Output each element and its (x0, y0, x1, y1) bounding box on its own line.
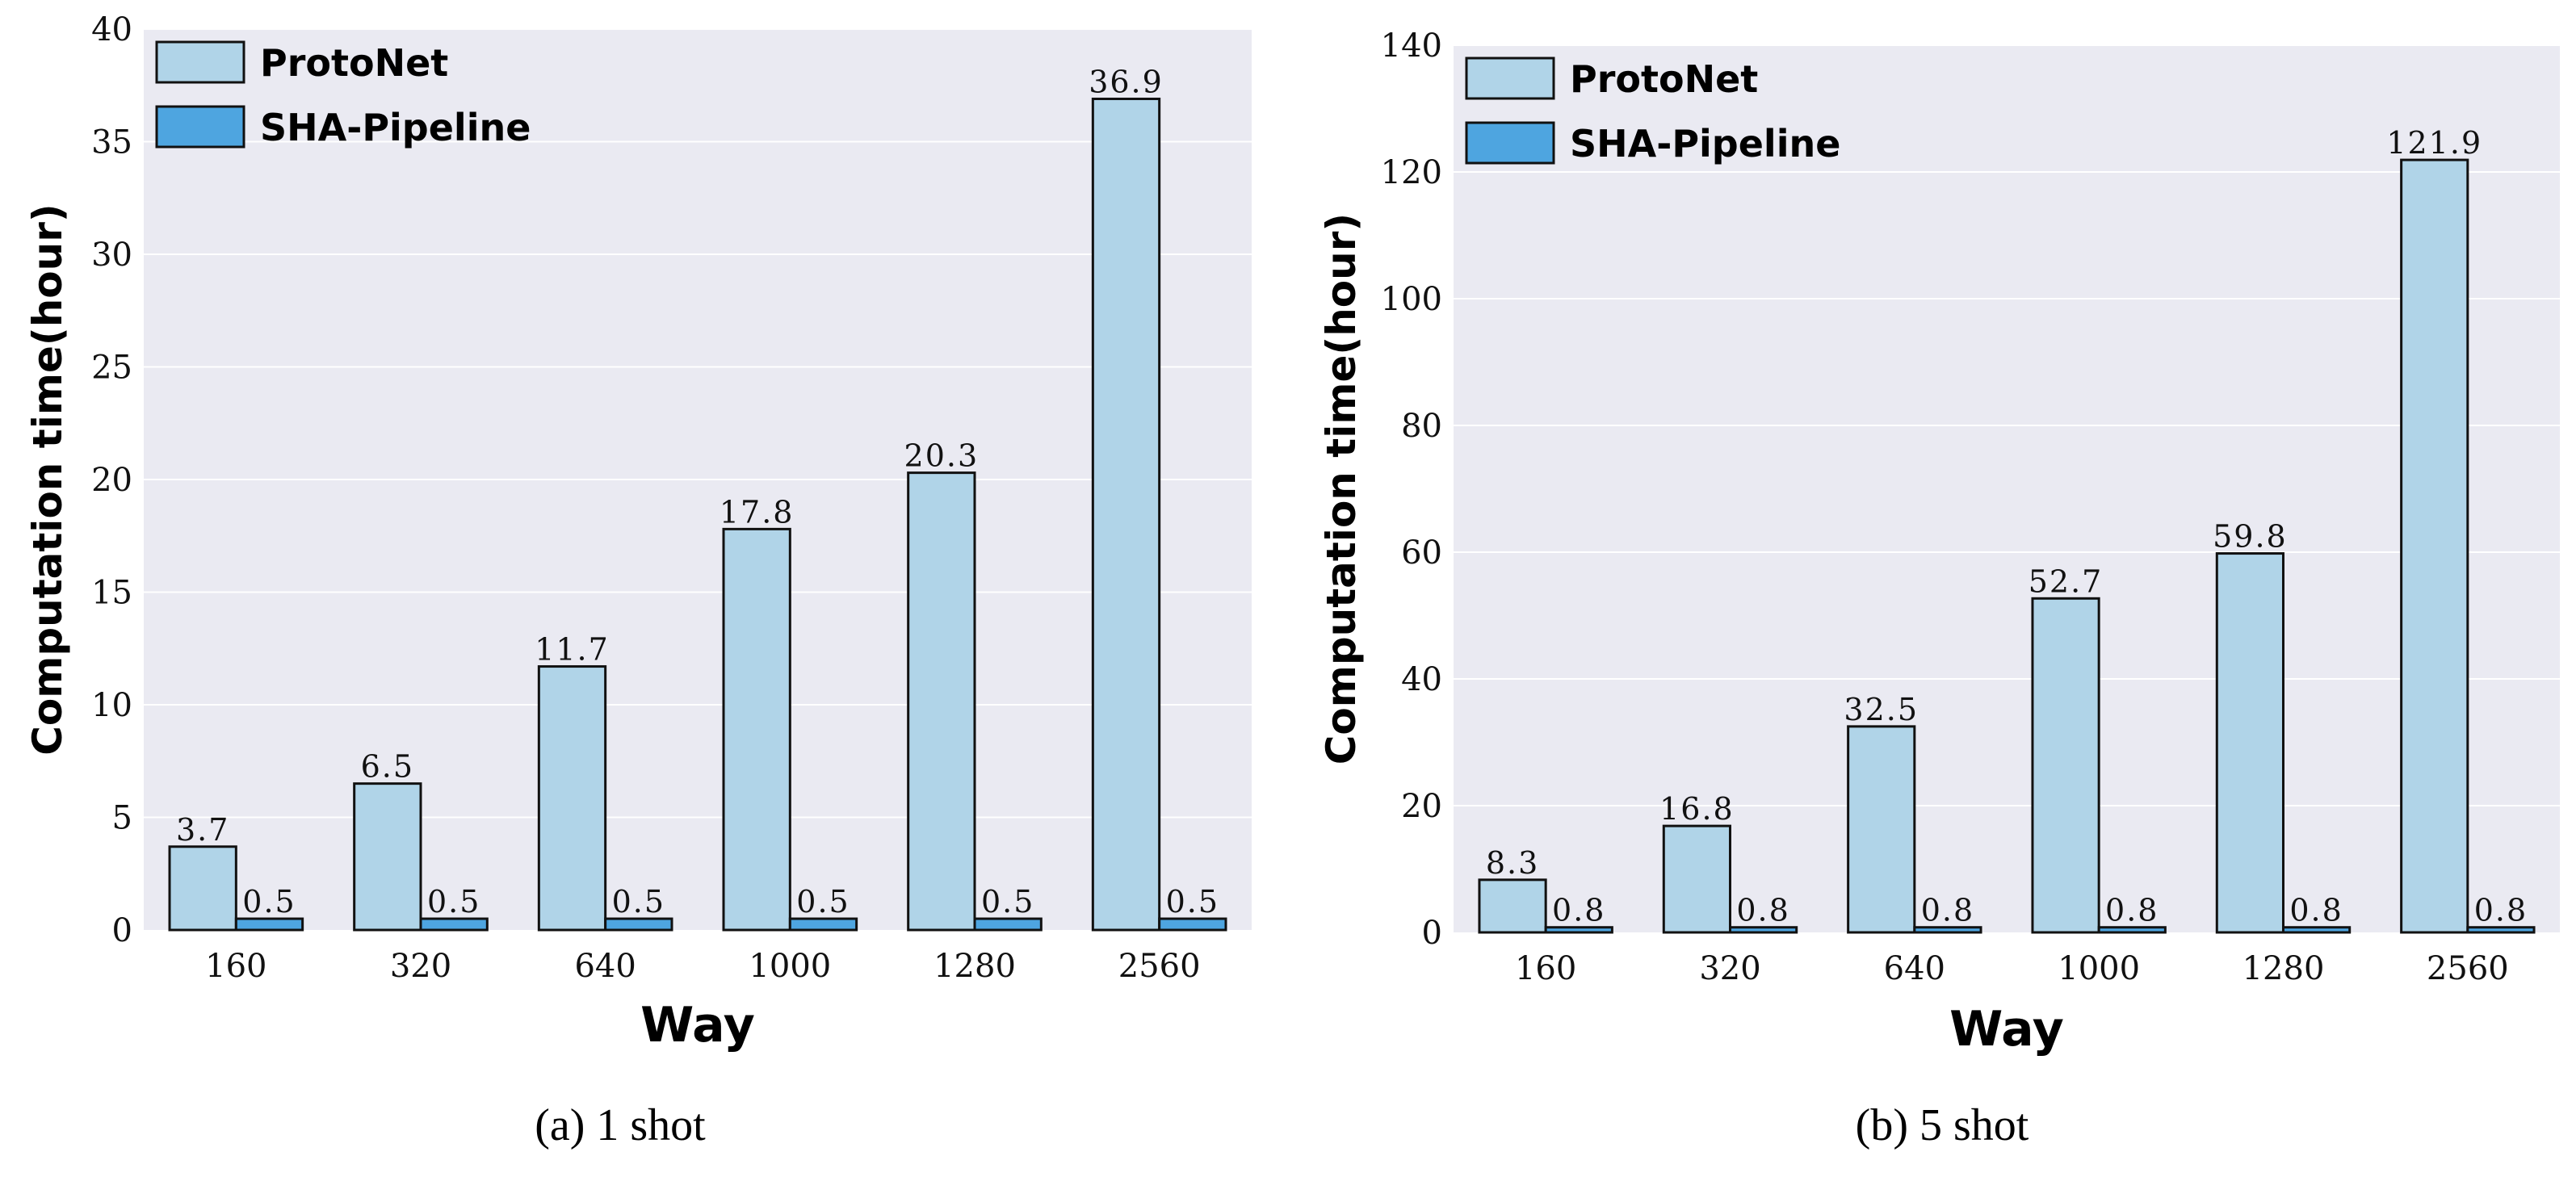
data-label: 32.5 (1844, 692, 1919, 727)
x-tick-label: 320 (1699, 950, 1760, 987)
data-label: 20.3 (904, 438, 980, 474)
bar-protonet (907, 471, 976, 932)
x-tick-label: 320 (390, 948, 451, 985)
y-axis-title: Computation time(hour) (24, 203, 71, 756)
y-tick-label: 10 (91, 687, 132, 724)
legend-swatch-protonet (155, 40, 245, 84)
bar-protonet (722, 527, 791, 932)
y-tick-label: 0 (112, 912, 132, 949)
chart-panel-5-shot: 0 20 40 60 80 100 120 140 8.3 0.8 160 16.8 0.8 320 32.… (1318, 27, 2560, 1150)
data-label: 0.8 (2289, 893, 2343, 928)
bar-sha-pipeline (1913, 926, 1982, 934)
y-tick-label: 20 (1401, 788, 1442, 825)
data-label: 52.7 (2028, 563, 2104, 599)
y-tick-label: 30 (91, 237, 132, 274)
data-label: 3.7 (176, 812, 229, 848)
data-label: 8.3 (1486, 845, 1539, 881)
y-tick-label: 35 (91, 124, 132, 161)
legend-swatch-protonet (1465, 57, 1555, 100)
data-label: 6.5 (361, 749, 414, 785)
plot-area (1454, 45, 2560, 932)
bar-protonet (1662, 824, 1732, 934)
y-tick-label: 120 (1381, 154, 1442, 191)
x-tick-label: 1000 (749, 948, 831, 985)
bar-protonet (1847, 725, 1916, 934)
bar-protonet (2031, 597, 2100, 934)
panel-caption: (b) 5 shot (1856, 1100, 2029, 1150)
bar-sha-pipeline (234, 917, 304, 932)
x-tick-label: 2560 (2427, 950, 2509, 987)
y-tick-label: 0 (1422, 915, 1442, 952)
x-tick-label: 640 (1884, 950, 1945, 987)
legend-label-sha-pipeline: SHA-Pipeline (260, 106, 531, 149)
data-label: 121.9 (2386, 125, 2482, 161)
data-label: 11.7 (535, 632, 610, 668)
x-axis-title: Way (1949, 1001, 2064, 1058)
data-label: 0.8 (1921, 893, 1974, 928)
bar-protonet (537, 665, 607, 932)
y-tick-label: 60 (1401, 534, 1442, 572)
chart-panel-1-shot: 0 5 10 15 20 25 30 35 40 3.7 0.5 160 6.5 0.5 320 11.7 0.… (24, 11, 1252, 1150)
data-label: 16.8 (1659, 791, 1735, 827)
x-tick-label: 160 (205, 948, 266, 985)
y-tick-label: 40 (91, 11, 132, 48)
bar-sha-pipeline (1729, 926, 1798, 934)
x-tick-label: 1280 (2242, 950, 2325, 987)
legend-label-sha-pipeline: SHA-Pipeline (1570, 122, 1840, 165)
x-tick-label: 160 (1515, 950, 1576, 987)
x-tick-label: 640 (574, 948, 636, 985)
data-label: 0.5 (612, 884, 665, 919)
data-label: 0.8 (1552, 893, 1605, 928)
x-tick-label: 2560 (1118, 948, 1201, 985)
legend-swatch-sha-pipeline (155, 105, 245, 149)
bar-sha-pipeline (419, 917, 489, 932)
bar-protonet (1478, 878, 1547, 934)
y-tick-label: 15 (91, 575, 132, 612)
bar-sha-pipeline (2466, 926, 2536, 934)
legend-swatch-sha-pipeline (1465, 121, 1555, 165)
bar-sha-pipeline (2097, 926, 2167, 934)
data-label: 0.8 (1736, 893, 1789, 928)
bar-sha-pipeline (788, 917, 858, 932)
data-label: 0.8 (2105, 893, 2159, 928)
legend-label-protonet: ProtoNet (260, 41, 448, 85)
bar-sha-pipeline (2282, 926, 2352, 934)
y-tick-label: 100 (1381, 281, 1442, 318)
data-label: 0.5 (242, 884, 296, 919)
data-label: 0.8 (2474, 893, 2528, 928)
bar-protonet (168, 845, 237, 932)
data-label: 0.5 (1166, 884, 1219, 919)
legend-label-protonet: ProtoNet (1570, 57, 1758, 101)
data-label: 17.8 (720, 494, 795, 530)
y-tick-label: 5 (112, 800, 132, 837)
bar-sha-pipeline (1544, 926, 1613, 934)
data-label: 0.5 (427, 884, 480, 919)
y-tick-label: 20 (91, 462, 132, 499)
data-label: 0.5 (981, 884, 1034, 919)
bar-protonet (2215, 552, 2285, 934)
bar-sha-pipeline (604, 917, 673, 932)
x-tick-label: 1280 (933, 948, 1016, 985)
y-tick-label: 80 (1401, 408, 1442, 445)
bar-sha-pipeline (973, 917, 1043, 932)
bar-protonet (353, 782, 422, 932)
data-label: 59.8 (2213, 519, 2288, 555)
panel-caption: (a) 1 shot (535, 1100, 706, 1150)
bar-protonet (2400, 158, 2469, 934)
y-axis-title: Computation time(hour) (1318, 213, 1365, 765)
y-tick-label: 40 (1401, 661, 1442, 698)
y-tick-label: 25 (91, 350, 132, 387)
data-label: 36.9 (1089, 64, 1164, 99)
data-label: 0.5 (796, 884, 850, 919)
x-axis-title: Way (640, 997, 755, 1053)
y-tick-label: 140 (1381, 27, 1442, 65)
bar-protonet (1091, 97, 1161, 932)
bar-sha-pipeline (1158, 917, 1227, 932)
x-tick-label: 1000 (2058, 950, 2140, 987)
